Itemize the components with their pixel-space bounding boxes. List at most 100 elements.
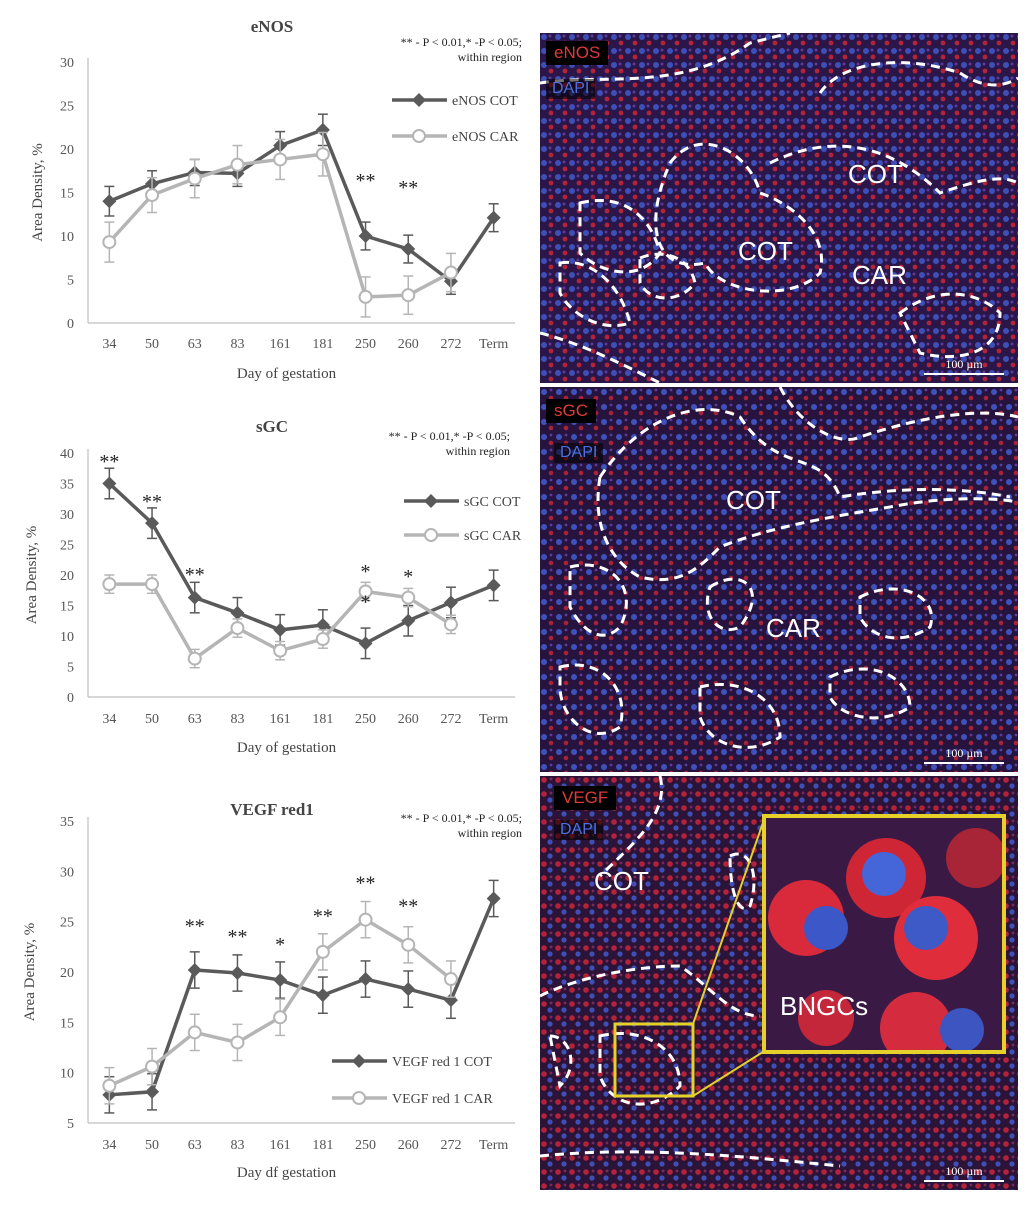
bngcs-label: BNGCs (780, 991, 869, 1021)
x-tick-label: 250 (355, 337, 376, 352)
x-tick-label: 260 (398, 1138, 419, 1153)
region-label-car: CAR (852, 260, 907, 290)
legend-label: sGC COT (464, 495, 521, 510)
x-tick-label: 260 (398, 337, 419, 352)
x-tick-label: 83 (230, 1138, 244, 1153)
marker-label: VEGF (554, 786, 617, 810)
data-point (486, 210, 501, 225)
bngcs-zoom-image (766, 818, 1002, 1050)
data-point (145, 188, 160, 203)
x-tick-label: 63 (188, 712, 202, 727)
marker-label: sGC (546, 399, 596, 423)
data-point (145, 1084, 160, 1099)
significance-note: within region (446, 444, 510, 458)
significance-marker: ** (227, 926, 247, 948)
y-tick-label: 35 (60, 478, 74, 493)
data-point (315, 618, 330, 633)
data-point (230, 621, 245, 636)
scale-bar-label: 100 µm (945, 1164, 983, 1178)
significance-marker: * (361, 561, 371, 583)
y-tick-label: 25 (60, 539, 74, 554)
x-tick-label: 161 (270, 337, 291, 352)
y-tick-label: 35 (60, 815, 74, 830)
series-line (108, 127, 496, 284)
data-point (358, 289, 373, 304)
data-point (102, 476, 117, 491)
x-tick-label: 260 (398, 712, 419, 727)
data-point (102, 194, 117, 209)
data-point (273, 1010, 288, 1025)
x-tick-label: 63 (188, 337, 202, 352)
data-point (358, 229, 373, 243)
x-tick-label: 161 (270, 1138, 291, 1153)
data-point (401, 242, 416, 257)
data-point (230, 605, 245, 620)
data-point (102, 235, 117, 250)
significance-note: within region (458, 826, 522, 840)
data-point (358, 584, 373, 599)
significance-marker: ** (356, 170, 376, 192)
x-tick-label: Term (479, 337, 508, 352)
data-point (401, 937, 416, 952)
legend-label: VEGF red 1 COT (392, 1055, 492, 1070)
region-label-cot: COT (848, 159, 903, 189)
data-point (230, 1035, 245, 1050)
scale-bar: 100 µm (924, 1164, 1004, 1182)
x-tick-label: 181 (312, 337, 333, 352)
data-point (145, 577, 160, 592)
data-point (145, 516, 160, 531)
significance-note: within region (458, 50, 522, 64)
y-tick-label: 10 (60, 630, 74, 645)
data-point (443, 617, 458, 632)
counterstain-label: DAPI (546, 79, 596, 99)
data-point (358, 912, 373, 927)
significance-marker: * (361, 591, 371, 613)
x-tick-label: 63 (188, 1138, 202, 1153)
sgc-micrograph: sGC DAPI COT CAR 100 µm (540, 387, 1018, 772)
x-axis-label: Day of gestation (237, 740, 337, 756)
data-point (230, 157, 245, 172)
x-tick-label: 181 (312, 1138, 333, 1153)
x-tick-label: 83 (230, 712, 244, 727)
legend-marker (352, 1054, 366, 1068)
legend-marker (424, 494, 438, 508)
data-point (273, 622, 288, 637)
legend-marker (412, 129, 426, 143)
scale-bar: 100 µm (924, 357, 1004, 375)
significance-marker: ** (99, 451, 119, 473)
y-tick-label: 20 (60, 143, 74, 158)
data-point (273, 152, 288, 167)
data-point (486, 891, 501, 906)
y-axis-label: Area Density, % (30, 143, 46, 242)
significance-note: ** - P < 0.01,* -P < 0.05; (401, 811, 522, 825)
scale-bar: 100 µm (924, 746, 1004, 764)
y-tick-label: 10 (60, 230, 74, 245)
y-tick-label: 25 (60, 916, 74, 931)
chart-title: sGC (256, 417, 288, 436)
x-tick-label: 272 (440, 337, 461, 352)
data-point (401, 613, 416, 628)
y-tick-label: 15 (60, 187, 74, 202)
marker-label: eNOS (546, 41, 609, 65)
data-point (315, 988, 330, 1003)
y-tick-label: 30 (60, 508, 74, 523)
y-tick-label: 20 (60, 966, 74, 981)
legend-marker (352, 1091, 366, 1105)
counterstain-label: DAPI (554, 443, 604, 463)
x-tick-label: 50 (145, 1138, 159, 1153)
legend-label: eNOS CAR (452, 130, 519, 145)
data-point (102, 1078, 117, 1093)
data-point (230, 966, 245, 981)
legend-label: eNOS COT (452, 94, 518, 109)
x-tick-label: 272 (440, 712, 461, 727)
data-point (187, 1025, 202, 1040)
legend-label: sGC CAR (464, 529, 522, 544)
enos-line-chart: eNOS ** - P < 0.01,* -P < 0.05;within reg… (30, 17, 522, 382)
significance-marker: ** (398, 177, 418, 199)
enos-micrograph: eNOS DAPI COT COT CAR 100 µm (540, 33, 1018, 383)
x-axis-label: Day df gestation (237, 1165, 337, 1181)
data-point (145, 1059, 160, 1074)
x-tick-label: 181 (312, 712, 333, 727)
chart-title: VEGF red1 (230, 800, 314, 819)
y-tick-label: 10 (60, 1067, 74, 1082)
